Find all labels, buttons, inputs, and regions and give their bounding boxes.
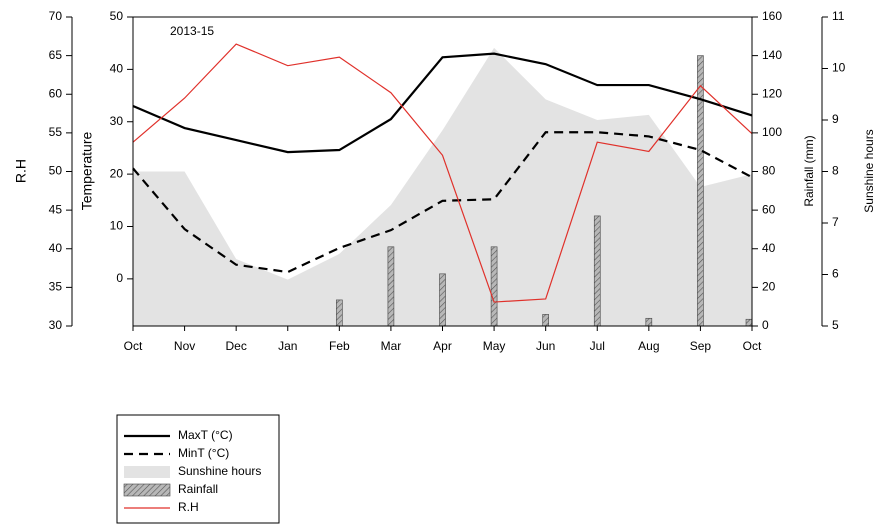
y3-tick-label: 10 xyxy=(832,61,846,75)
line-series xyxy=(132,52,753,154)
y3-tick-label: 11 xyxy=(832,9,845,23)
y2-tick-label: 140 xyxy=(762,48,782,62)
legend-label: Sunshine hours xyxy=(178,464,261,478)
y4-tick-label: 45 xyxy=(49,202,63,216)
y4-tick-label: 65 xyxy=(49,48,63,62)
legend-label: MaxT (°C) xyxy=(178,428,233,442)
y4-tick-label: 35 xyxy=(49,280,63,294)
rain-bar xyxy=(490,246,498,327)
y2-tick-label: 80 xyxy=(762,164,776,178)
x-tick-label: Apr xyxy=(433,339,452,353)
y-tick-label: 50 xyxy=(110,9,124,23)
y2-tick-label: 60 xyxy=(762,202,776,216)
legend-swatch xyxy=(123,483,171,497)
x-tick-label: Nov xyxy=(174,339,195,353)
y3-tick-label: 5 xyxy=(832,318,839,332)
y4-tick-label: 50 xyxy=(49,164,63,178)
y-tick-label: 30 xyxy=(110,114,124,128)
y-axis-label: Temperature xyxy=(79,131,95,210)
x-tick-label: Jun xyxy=(536,339,555,353)
rain-bar xyxy=(387,246,395,327)
x-tick-label: Dec xyxy=(225,339,246,353)
y2-tick-label: 40 xyxy=(762,241,776,255)
rain-bar xyxy=(697,55,704,327)
y2-tick-label: 20 xyxy=(762,280,776,294)
y4-tick-label: 60 xyxy=(49,86,63,100)
y-tick-label: 0 xyxy=(116,271,123,285)
legend-label: MinT (°C) xyxy=(178,446,229,460)
x-tick-label: Oct xyxy=(743,339,762,353)
rain-bar xyxy=(645,317,653,327)
legend-label: R.H xyxy=(178,500,199,514)
rain-bar xyxy=(542,314,549,327)
y2-tick-label: 100 xyxy=(762,125,782,139)
rain-bar xyxy=(745,318,753,327)
legend-label: Rainfall xyxy=(178,482,218,496)
x-tick-label: Sep xyxy=(690,339,712,353)
x-tick-label: Oct xyxy=(124,339,143,353)
y4-tick-label: 55 xyxy=(49,125,63,139)
y3-tick-label: 7 xyxy=(832,215,839,229)
x-tick-label: May xyxy=(483,339,506,353)
y2-tick-label: 0 xyxy=(762,318,769,332)
line-series xyxy=(132,131,753,274)
y3-tick-label: 6 xyxy=(832,267,839,281)
rain-bar xyxy=(439,273,446,327)
line-series xyxy=(132,43,753,303)
y-tick-label: 10 xyxy=(110,219,124,233)
x-tick-label: Feb xyxy=(329,339,350,353)
x-tick-label: Jul xyxy=(590,339,605,353)
x-tick-label: Aug xyxy=(638,339,659,353)
y3-tick-label: 8 xyxy=(832,164,839,178)
y4-tick-label: 30 xyxy=(49,318,63,332)
y-tick-label: 20 xyxy=(110,166,124,180)
y2-axis-label: Rainfall (mm) xyxy=(802,135,816,206)
y4-tick-label: 70 xyxy=(49,9,63,23)
rain-bar xyxy=(593,215,601,327)
legend-swatch xyxy=(124,466,170,478)
x-tick-label: Jan xyxy=(278,339,297,353)
y3-axis-label: Sunshine hours xyxy=(862,129,876,212)
rain-bar xyxy=(336,299,343,327)
y-tick-label: 40 xyxy=(110,62,124,76)
y4-tick-label: 40 xyxy=(49,241,63,255)
x-tick-label: Mar xyxy=(381,339,402,353)
y2-tick-label: 120 xyxy=(762,86,782,100)
y4-axis-label: R.H xyxy=(13,159,29,183)
y2-tick-label: 160 xyxy=(762,9,782,23)
y3-tick-label: 9 xyxy=(832,112,839,126)
annotation: 2013-15 xyxy=(170,24,214,38)
